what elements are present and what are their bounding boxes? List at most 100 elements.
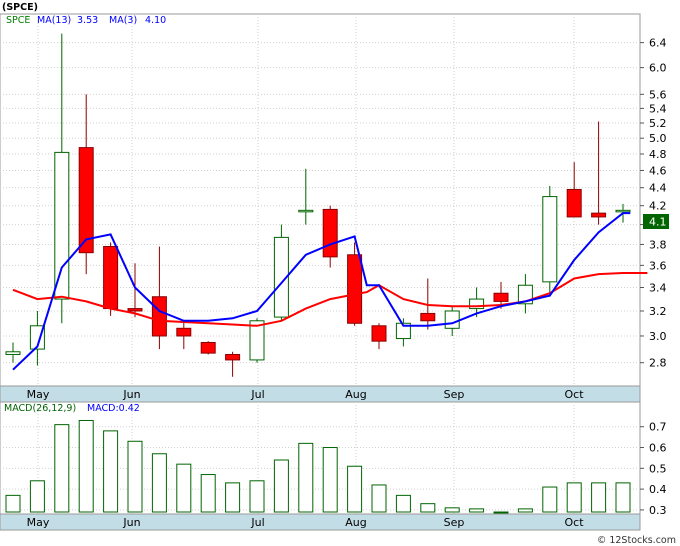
chart-title: (SPCE) bbox=[2, 2, 38, 13]
candle-body bbox=[298, 209, 314, 213]
macd-x-tick-label: Jul bbox=[250, 516, 264, 529]
candle bbox=[103, 242, 119, 316]
candle bbox=[29, 310, 45, 366]
candle bbox=[127, 263, 143, 318]
legend-ma13-value: 3.53 bbox=[77, 15, 98, 26]
price-y-tick-label: 4.2 bbox=[649, 200, 667, 213]
candle bbox=[200, 341, 216, 355]
macd-bar bbox=[249, 480, 265, 513]
candle-body bbox=[517, 284, 533, 305]
candle-body bbox=[322, 208, 338, 258]
macd-x-tick-label: Jun bbox=[122, 516, 140, 529]
candle-body bbox=[469, 298, 485, 310]
price-y-tick-label: 5.4 bbox=[649, 102, 667, 115]
price-y-tick-label: 6.4 bbox=[649, 37, 667, 50]
candle bbox=[176, 320, 192, 350]
macd-bar bbox=[542, 486, 558, 513]
price-y-tick-label: 4.8 bbox=[649, 148, 667, 161]
macd-bar bbox=[322, 447, 338, 513]
macd-bar bbox=[347, 465, 363, 513]
macd-bar bbox=[5, 494, 21, 513]
macd-bar bbox=[29, 480, 45, 513]
macd-bar bbox=[54, 424, 70, 513]
macd-y-tick-label: 0.5 bbox=[649, 462, 667, 475]
macd-x-axis: May Jun Jul Aug Sep Oct bbox=[27, 516, 585, 529]
candle-body bbox=[420, 312, 436, 322]
macd-y-tick-label: 0.6 bbox=[649, 442, 667, 455]
candle bbox=[469, 287, 485, 318]
price-x-tick-label: Jun bbox=[122, 388, 140, 401]
ma13-line bbox=[12, 212, 631, 371]
macd-y-axis: 0.3 0.4 0.5 0.6 0.7 bbox=[640, 421, 667, 517]
candle bbox=[249, 318, 265, 363]
macd-bar bbox=[225, 482, 241, 513]
candle-body bbox=[591, 212, 607, 218]
macd-bar bbox=[493, 511, 509, 514]
price-panel bbox=[0, 13, 641, 403]
price-y-tick-label: 3.4 bbox=[649, 282, 667, 295]
price-y-tick-label: 6.0 bbox=[649, 62, 667, 75]
candle bbox=[273, 224, 289, 321]
last-price-value: 4.1 bbox=[649, 216, 667, 229]
macd-y-tick-label: 0.4 bbox=[649, 483, 667, 496]
candle-body bbox=[347, 254, 363, 324]
macd-params: MACD(26,12,9) bbox=[4, 403, 76, 414]
copyright-text: © 12Stocks.com bbox=[597, 535, 676, 546]
price-x-tick-label: Aug bbox=[345, 388, 366, 401]
macd-bar bbox=[78, 419, 94, 513]
macd-x-tick-label: Sep bbox=[444, 516, 465, 529]
macd-x-tick-label: Oct bbox=[564, 516, 584, 529]
price-y-tick-label: 2.8 bbox=[649, 357, 667, 370]
candle-body bbox=[566, 188, 582, 218]
price-y-tick-label: 4.6 bbox=[649, 164, 667, 177]
macd-y-tick-label: 0.3 bbox=[649, 504, 667, 517]
legend-ma3-value: 4.10 bbox=[145, 15, 166, 26]
candle-body bbox=[103, 245, 119, 310]
price-y-tick-label: 3.6 bbox=[649, 259, 667, 272]
price-x-tick-label: May bbox=[27, 388, 50, 401]
macd-bar bbox=[469, 508, 485, 513]
macd-y-tick-label: 0.7 bbox=[649, 421, 667, 434]
macd-bar bbox=[566, 482, 582, 513]
macd-bar bbox=[151, 453, 167, 513]
candle-body bbox=[151, 296, 167, 337]
candle-body bbox=[395, 322, 411, 340]
ma3-line bbox=[12, 272, 648, 327]
macd-bar-series bbox=[5, 419, 631, 514]
legend-ma13-label: MA(13) bbox=[37, 15, 71, 26]
macd-bar bbox=[200, 474, 216, 513]
candle bbox=[395, 318, 411, 347]
price-x-tick-label: Oct bbox=[564, 388, 584, 401]
price-y-tick-label: 5.2 bbox=[649, 117, 667, 130]
candle-body bbox=[444, 310, 460, 329]
candle-body bbox=[29, 325, 45, 350]
last-price-badge bbox=[643, 214, 669, 229]
candle bbox=[371, 323, 387, 350]
macd-bar bbox=[273, 459, 289, 513]
candle-body bbox=[127, 308, 143, 312]
macd-bar bbox=[371, 484, 387, 513]
price-y-tick-label: 5.0 bbox=[649, 132, 667, 145]
candle-body bbox=[249, 320, 265, 361]
candle-body bbox=[78, 147, 94, 254]
price-y-tick-label: 3.2 bbox=[649, 305, 667, 318]
macd-bar bbox=[591, 482, 607, 513]
price-y-tick-label: 3.0 bbox=[649, 330, 667, 343]
macd-bar bbox=[395, 494, 411, 513]
price-x-axis-strip bbox=[0, 385, 641, 403]
macd-bar bbox=[176, 463, 192, 513]
candle-body bbox=[615, 209, 631, 213]
candle bbox=[225, 351, 241, 377]
candle-body bbox=[371, 325, 387, 342]
price-x-axis: May Jun Jul Aug Sep Oct bbox=[27, 388, 585, 401]
price-y-tick-label: 5.6 bbox=[649, 88, 667, 101]
candle-body bbox=[493, 292, 509, 302]
price-x-tick-label: Sep bbox=[444, 388, 465, 401]
macd-bar bbox=[127, 440, 143, 513]
legend-ticker: SPCE bbox=[6, 15, 30, 26]
macd-bar bbox=[517, 508, 533, 513]
candle-body bbox=[273, 236, 289, 318]
macd-x-axis-strip bbox=[0, 513, 641, 531]
